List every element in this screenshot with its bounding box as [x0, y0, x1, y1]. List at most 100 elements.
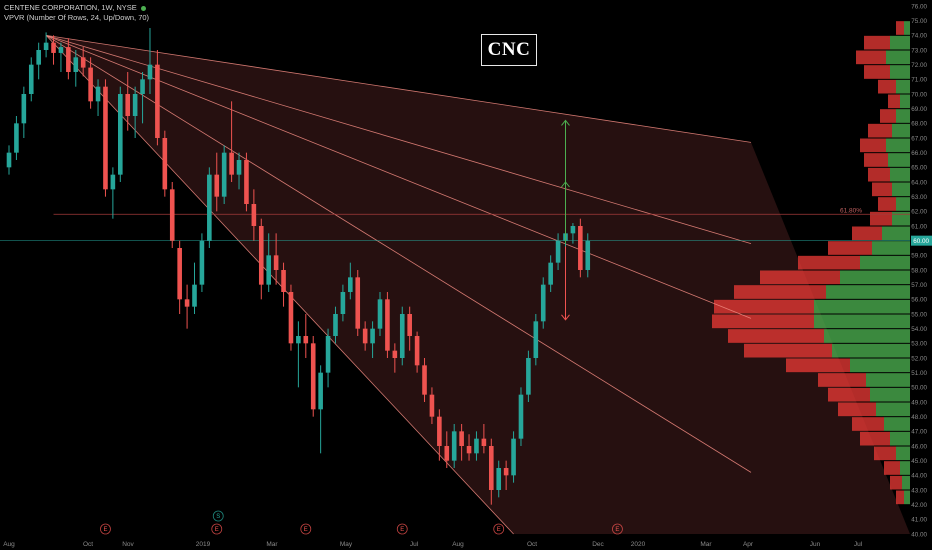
y-axis-tick-label: 72.00 — [911, 62, 927, 69]
event-marker-label: S — [216, 514, 220, 520]
projection-arrow — [561, 246, 570, 321]
y-axis-tick-label: 62.00 — [911, 209, 927, 216]
x-axis-tick-label: Oct — [527, 541, 537, 548]
candle — [555, 233, 561, 270]
candle-body — [511, 438, 516, 476]
candle-body — [192, 284, 197, 307]
candle-body — [43, 42, 49, 50]
candle — [207, 167, 212, 248]
candle-body — [422, 365, 427, 395]
volume-profile-bar-down — [864, 35, 890, 50]
candle — [184, 284, 190, 329]
event-marker-circle — [300, 523, 312, 535]
y-axis-tick-label: 57.00 — [911, 282, 927, 289]
candle-body — [503, 468, 509, 476]
y-axis-tick-label: 76.00 — [911, 3, 927, 10]
volume-profile-bar-up — [882, 226, 910, 241]
y-axis-tick-label: 67.00 — [911, 135, 927, 142]
arrow-head-icon — [561, 119, 570, 126]
candle — [251, 189, 257, 241]
y-axis-tick-label: 56.00 — [911, 297, 927, 304]
candle — [377, 292, 383, 336]
volume-profile-bar-up — [860, 255, 910, 270]
volume-profile-bar-up — [832, 343, 910, 358]
event-marker-label: E — [215, 527, 219, 533]
candle-body — [555, 240, 561, 263]
candle — [125, 72, 131, 131]
x-axis-tick-label: Jul — [410, 541, 419, 548]
candle-body — [585, 240, 591, 270]
candle-body — [125, 94, 131, 116]
event-marker-circle — [612, 523, 623, 535]
event-marker-label: E — [497, 527, 501, 533]
candle-body — [377, 299, 383, 329]
fan-ray-line — [45, 34, 752, 473]
volume-profile-bar-up — [876, 402, 910, 417]
volume-profile-bar-up — [824, 329, 910, 343]
candle — [503, 460, 509, 490]
fan-ray-line — [45, 35, 514, 535]
y-axis-tick-label: 70.00 — [911, 91, 927, 98]
volume-profile-bar-up — [900, 461, 910, 475]
candle — [140, 72, 145, 124]
y-axis-tick-label: 65.00 — [911, 165, 927, 172]
candle — [459, 424, 464, 461]
candle — [80, 47, 86, 77]
candle — [58, 42, 64, 72]
fan-ray-line — [46, 34, 752, 143]
projection-arrow — [561, 119, 570, 188]
candle-body — [310, 343, 316, 410]
y-axis-tick-label: 43.00 — [911, 487, 927, 494]
x-axis-tick-label: Dec — [592, 541, 604, 548]
candle — [451, 424, 457, 468]
candle-body — [348, 277, 353, 292]
y-axis-tick-label: 69.00 — [911, 106, 927, 113]
y-axis-tick-label: 47.00 — [911, 429, 927, 436]
candle-body — [103, 86, 108, 190]
y-axis-tick-label: 48.00 — [911, 414, 927, 421]
volume-profile-bar-down — [714, 299, 814, 314]
event-marker: E — [396, 523, 408, 535]
y-axis-tick-label: 53.00 — [911, 341, 927, 348]
volume-profile-bar-up — [896, 79, 910, 94]
volume-profile-bar-down — [860, 431, 890, 446]
candle-body — [296, 336, 301, 344]
candle-body — [110, 174, 116, 190]
y-axis-tick-label: 41.00 — [911, 517, 927, 524]
candle-body — [140, 79, 145, 94]
candle-body — [444, 446, 450, 461]
candle-body — [21, 94, 27, 124]
volume-profile-bar-up — [896, 197, 910, 211]
event-marker-circle — [493, 523, 505, 535]
y-axis-tick-label: 52.00 — [911, 355, 927, 362]
candle-body — [318, 372, 323, 410]
candle-body — [214, 174, 220, 197]
candle-body — [229, 152, 234, 175]
volume-profile-bar-down — [852, 226, 882, 241]
candle — [414, 331, 420, 373]
y-axis-tick-label: 50.00 — [911, 385, 927, 392]
volume-profile-bar-down — [860, 138, 886, 153]
volume-profile-bar-down — [888, 94, 900, 109]
candle — [118, 86, 123, 182]
volume-profile-bar-up — [814, 314, 910, 329]
candle-body — [118, 94, 123, 175]
volume-profile-bar-up — [890, 431, 910, 446]
volume-profile-bar-up — [840, 270, 910, 285]
candle-body — [288, 292, 294, 344]
candle-body — [437, 416, 442, 446]
candle-body — [414, 336, 420, 366]
candle-body — [325, 336, 331, 373]
y-axis-tick-label: 49.00 — [911, 399, 927, 406]
y-axis-tick-label: 46.00 — [911, 443, 927, 450]
candle-body — [518, 394, 524, 439]
x-axis-tick-label: Oct — [83, 541, 93, 548]
candle-body — [481, 438, 487, 446]
candle — [147, 28, 153, 94]
event-marker-circle — [211, 523, 223, 535]
indicator-label[interactable]: VPVR (Number Of Rows, 24, Up/Down, 70) — [4, 13, 149, 22]
x-axis-tick-label: 2020 — [631, 541, 646, 548]
candle-body — [489, 446, 494, 490]
volume-profile-bar-up — [892, 211, 910, 226]
